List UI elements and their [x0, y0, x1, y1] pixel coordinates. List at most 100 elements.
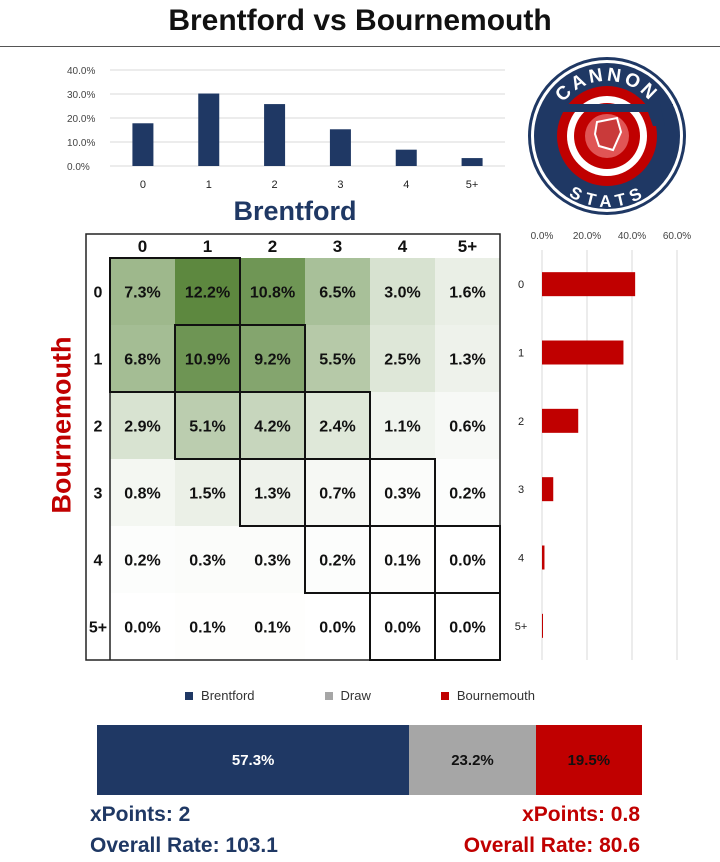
matrix-cell-label: 1.1%: [384, 419, 420, 436]
diagonal-box: [434, 592, 501, 661]
matrix-cell-label: 1.3%: [449, 352, 485, 369]
legend-label-away: Bournemouth: [456, 688, 535, 703]
x-tick-label: 0: [140, 179, 146, 191]
matrix-cell: [435, 526, 500, 593]
matrix-cell-label: 0.2%: [124, 553, 160, 570]
matrix-cell-label: 5.1%: [189, 419, 225, 436]
row-header: 3: [94, 486, 103, 503]
matrix-cell: [175, 526, 240, 593]
legend-swatch-home: [185, 691, 194, 700]
y-tick-label: 10.0%: [67, 138, 95, 149]
outcome-label-away: 19.5%: [567, 751, 611, 769]
away-xpoints: xPoints: 0.8: [522, 803, 640, 826]
matrix-cell: [435, 392, 500, 459]
bar: [395, 149, 417, 166]
x-tick-label: 1: [206, 179, 212, 191]
matrix-cell: [435, 258, 500, 325]
matrix-cell-label: 0.3%: [254, 553, 290, 570]
title-divider: [0, 46, 720, 47]
matrix-cell-label: 0.8%: [124, 486, 160, 503]
y-tick-label: 0: [518, 279, 524, 291]
outcome-segment-away: 19.5%: [535, 725, 642, 795]
x-tick-label: 0.0%: [531, 231, 554, 242]
away-team-label: Bournemouth: [46, 336, 77, 514]
matrix-frame: [85, 233, 501, 661]
column-header: 1: [203, 237, 212, 256]
row-header: 1: [94, 352, 103, 369]
score-matrix-heatmap: 7.3% 12.2% 10.8% 6.5% 3.0% 1.6%6.8% 10.9% 9.2% 5…: [85, 233, 501, 661]
matrix-cell: [435, 325, 500, 392]
matrix-cell: [240, 325, 305, 392]
outcome-label-home: 57.3%: [231, 751, 275, 769]
matrix-cell-label: 9.2%: [254, 352, 290, 369]
matrix-cell: [305, 459, 370, 526]
bar: [461, 158, 483, 166]
matrix-cell-label: 0.1%: [189, 620, 225, 637]
bar: [542, 272, 636, 297]
matrix-cell-label: 2.5%: [384, 352, 420, 369]
matrix-cell-label: 0.3%: [189, 553, 225, 570]
matrix-cell: [370, 392, 435, 459]
matrix-cell-label: 2.4%: [319, 419, 355, 436]
matrix-cell-label: 6.5%: [319, 285, 355, 302]
matrix-cell-label: 7.3%: [124, 285, 160, 302]
column-header: 4: [398, 237, 408, 256]
row-header: 0: [94, 285, 103, 302]
page-title: Brentford vs Bournemouth: [168, 4, 552, 37]
cannon-stats-logo: CANNON STATS: [528, 57, 686, 215]
bar: [542, 545, 545, 570]
bar: [542, 613, 543, 638]
matrix-cell: [175, 392, 240, 459]
x-tick-label: 2: [272, 179, 278, 191]
bar: [542, 477, 554, 502]
y-tick-label: 4: [518, 553, 524, 565]
matrix-cell-label: 1.3%: [254, 486, 290, 503]
outcome-probability-bar: 57.3% 23.2% 19.5%: [97, 725, 642, 795]
bar: [264, 104, 286, 166]
matrix-cell: [175, 459, 240, 526]
y-tick-label: 40.0%: [67, 66, 95, 77]
outcome-legend: Brentford Draw Bournemouth: [0, 688, 720, 703]
matrix-cell-label: 4.2%: [254, 419, 290, 436]
matrix-cell-label: 10.9%: [185, 352, 230, 369]
matrix-cell: [110, 325, 175, 392]
row-header: 5+: [89, 620, 107, 637]
home-goals-chart: 0.0% 10.0% 20.0% 30.0% 40.0% 0 1 2 3 4 5+: [67, 66, 505, 191]
legend-swatch-draw: [324, 691, 333, 700]
matrix-cell: [240, 459, 305, 526]
bar: [198, 93, 220, 166]
y-tick-label: 1: [518, 348, 524, 360]
home-team-heading: Brentford: [233, 196, 357, 226]
x-tick-label: 5+: [466, 179, 479, 191]
bar: [132, 123, 154, 166]
column-header: 5+: [458, 237, 477, 256]
matrix-cell-label: 0.0%: [449, 553, 485, 570]
column-header: 3: [333, 237, 342, 256]
matrix-cell: [370, 325, 435, 392]
bar: [329, 129, 351, 166]
matrix-cell-label: 0.0%: [449, 620, 485, 637]
x-tick-label: 40.0%: [618, 231, 646, 242]
matrix-cell: [435, 593, 500, 660]
matrix-cell-label: 0.6%: [449, 419, 485, 436]
matrix-cell-label: 0.1%: [384, 553, 420, 570]
away-goals-chart: 0.0% 20.0% 40.0% 60.0% 0 1 2 3 4 5+: [515, 231, 691, 660]
home-xpoints: xPoints: 2: [90, 803, 191, 826]
matrix-cell: [305, 392, 370, 459]
column-header: 0: [138, 237, 147, 256]
x-tick-label: 3: [337, 179, 343, 191]
legend-swatch-away: [440, 691, 449, 700]
matrix-cell: [110, 258, 175, 325]
y-tick-label: 3: [518, 484, 524, 496]
home-overall-rate: Overall Rate: 103.1: [90, 834, 278, 857]
x-tick-label: 60.0%: [663, 231, 691, 242]
y-tick-label: 0.0%: [67, 162, 90, 173]
matrix-cell: [110, 526, 175, 593]
outcome-segment-draw: 23.2%: [409, 725, 536, 795]
matrix-cell: [370, 258, 435, 325]
matrix-cell: [435, 459, 500, 526]
matrix-cell-label: 12.2%: [185, 285, 230, 302]
matrix-cell-label: 3.0%: [384, 285, 420, 302]
legend-label-draw: Draw: [340, 688, 371, 703]
matrix-cell-label: 1.6%: [449, 285, 485, 302]
